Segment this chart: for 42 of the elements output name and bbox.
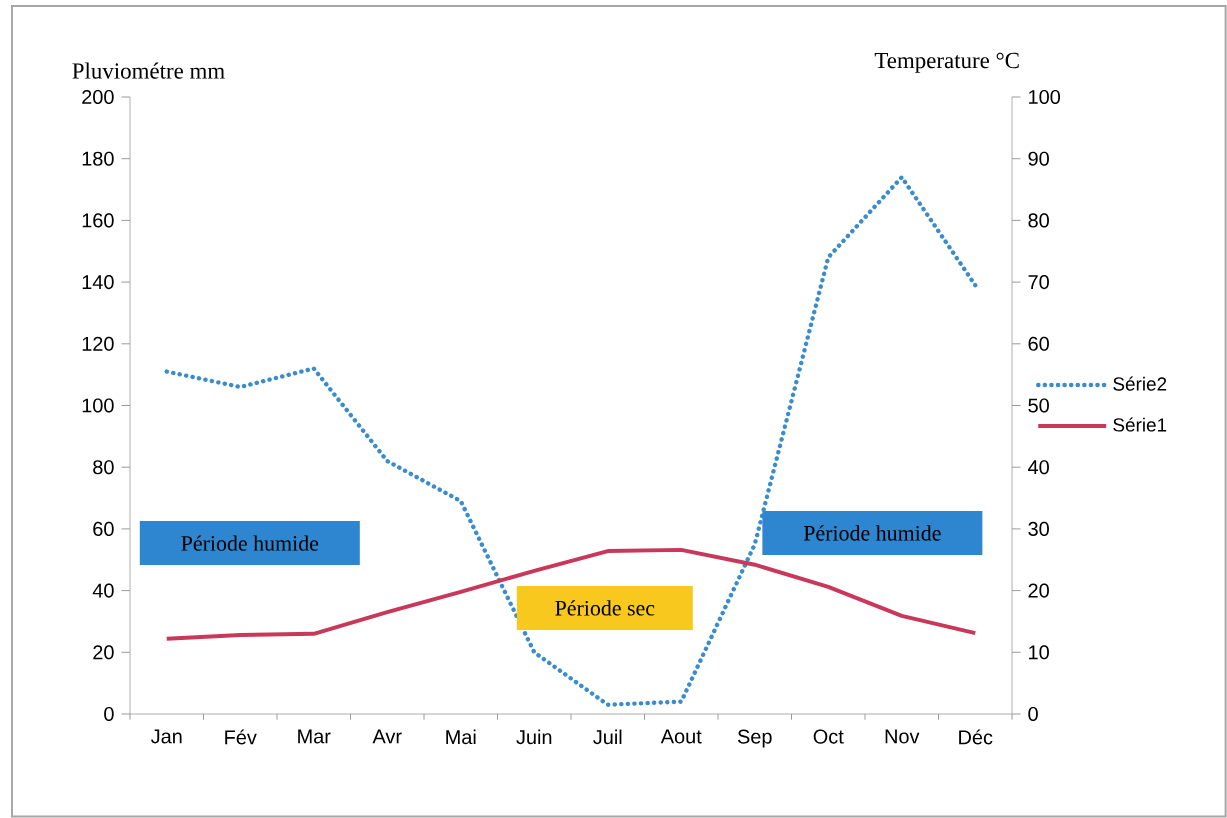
annotation: Période humide bbox=[803, 525, 941, 541]
annotation: Période sec bbox=[555, 600, 655, 616]
y2-tick-label: 50 bbox=[1028, 398, 1049, 413]
y2-axis-title: Temperature °C bbox=[874, 52, 1019, 73]
x-tick-label: Mar bbox=[298, 729, 331, 744]
y2-tick-label: 20 bbox=[1028, 583, 1049, 598]
y-tick-label: 20 bbox=[93, 645, 114, 660]
line-series bbox=[164, 175, 978, 707]
x-tick-label: Aout bbox=[660, 729, 702, 744]
y-tick-label: 0 bbox=[104, 706, 114, 722]
legend-label: Série2 bbox=[1113, 376, 1167, 391]
annotation: Période humide bbox=[181, 535, 319, 551]
y-tick-label: 200 bbox=[82, 89, 114, 105]
y-tick-label: 120 bbox=[82, 336, 114, 351]
y-axis-title: Pluviométre mm bbox=[72, 62, 225, 79]
y-tick-label: 140 bbox=[82, 275, 114, 290]
x-tick-label: Jan bbox=[151, 729, 182, 744]
y2-tick-label: 0 bbox=[1028, 706, 1038, 722]
x-tick-label: Fév bbox=[225, 729, 257, 745]
x-tick-label: Déc bbox=[959, 729, 993, 745]
x-tick-label: Oct bbox=[813, 729, 844, 744]
y-tick-label: 180 bbox=[82, 151, 114, 166]
x-tick-label: Mai bbox=[446, 729, 476, 745]
x-tick-label: Juin bbox=[516, 729, 552, 745]
y-tick-label: 100 bbox=[82, 398, 114, 413]
y2-tick-label: 100 bbox=[1029, 89, 1061, 105]
y2-tick-label: 40 bbox=[1028, 460, 1049, 475]
x-tick-label: Avr bbox=[372, 729, 402, 744]
y2-tick-label: 70 bbox=[1028, 275, 1049, 290]
y2-tick-label: 80 bbox=[1028, 213, 1049, 228]
y-tick-label: 160 bbox=[82, 213, 114, 228]
y2-tick-label: 30 bbox=[1028, 521, 1049, 536]
x-tick-label: Nov bbox=[885, 729, 920, 744]
y-tick-label: 80 bbox=[93, 460, 114, 475]
y2-tick-label: 90 bbox=[1028, 151, 1049, 166]
y-tick-label: 60 bbox=[93, 521, 114, 536]
y2-tick-label: 10 bbox=[1029, 645, 1049, 660]
x-tick-label: Juil bbox=[593, 729, 622, 745]
x-tick-label: Sep bbox=[737, 729, 772, 748]
y2-tick-label: 60 bbox=[1028, 336, 1049, 351]
y-tick-label: 40 bbox=[92, 583, 114, 598]
legend-label: Série1 bbox=[1113, 417, 1167, 432]
